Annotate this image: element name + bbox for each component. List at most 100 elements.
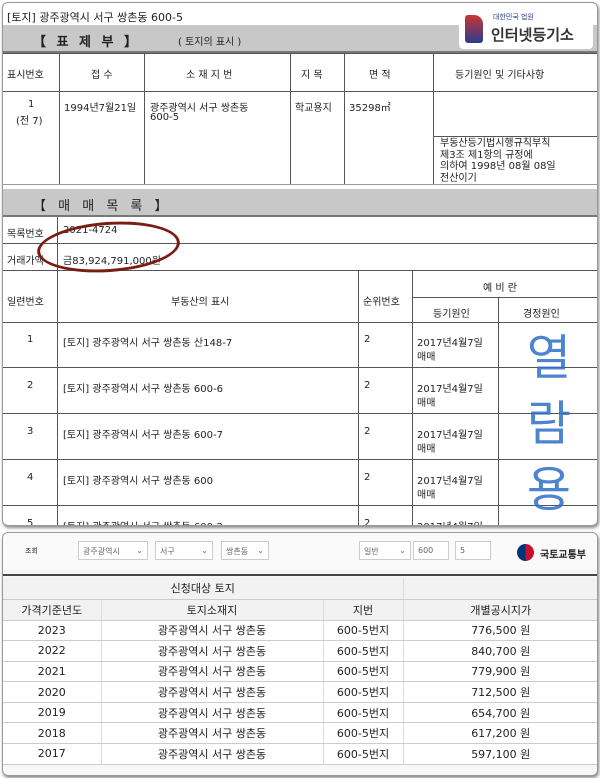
land-type-value: 일반: [364, 547, 379, 556]
land-price-row: 2017 광주광역시 서구 쌍촌동 600-5번지 597,100 원: [3, 743, 597, 765]
location-cell: 광주광역시 서구 쌍촌동: [101, 640, 324, 662]
land-type-select[interactable]: 일반 ⌄: [359, 541, 411, 560]
group-header: 신청대상 토지: [3, 578, 404, 600]
trade-price: 금83,924,791,000원: [63, 256, 161, 267]
remarks-line: 의하여 1998년 08월 08일: [440, 161, 556, 172]
header-rank: 순위번호: [363, 297, 400, 308]
registration-cause: 매매: [417, 398, 436, 409]
district-select[interactable]: 서구 ⌄: [155, 541, 213, 560]
registration-date: 2017년4월7일: [417, 518, 483, 525]
location-cell: 광주광역시 서구 쌍촌동: [101, 661, 324, 683]
register-document: [토지] 광주광역시 서구 쌍촌동 600-5 【 표 제 부 】 ( 토지의 …: [2, 2, 598, 526]
chevron-down-icon: ⌄: [257, 546, 264, 555]
chevron-down-icon: ⌄: [399, 546, 406, 555]
main-no-input[interactable]: 600: [413, 541, 449, 560]
rank-no: 2: [364, 334, 371, 345]
location-cell: 광주광역시 서구 쌍촌동: [101, 722, 324, 745]
registration-date: 2017년4월7일: [417, 476, 483, 487]
location-cell: 광주광역시 서구 쌍촌동: [101, 681, 324, 703]
registration-cause: 매매: [417, 444, 436, 455]
serial-no: 2: [27, 380, 34, 391]
header-display-no: 표시번호: [7, 70, 44, 81]
land-price-row: 2020 광주광역시 서구 쌍촌동 600-5번지 712,500 원: [3, 681, 597, 703]
lot-no-cell: 600-5번지: [323, 681, 404, 703]
header-location: 토지소재지: [101, 599, 324, 621]
sale-list-row: 3 [토지] 광주광역시 서구 쌍촌동 600-7 2 2017년4월7일 매매: [3, 414, 597, 460]
lot-no-cell: 600-5번지: [323, 661, 404, 683]
rank-no: 2: [364, 472, 371, 483]
city-select[interactable]: 광주광역시 ⌄: [78, 541, 148, 560]
ministry-name: 국토교통부: [540, 550, 586, 561]
remarks-text: 부동산등기법시행규칙부칙 제3조 제1항의 규정에 의하여 1998년 08월 …: [440, 138, 556, 184]
district-value: 서구: [160, 547, 175, 556]
lot-no-cell: 600-5번지: [323, 640, 404, 662]
rank-no: 2: [364, 380, 371, 391]
land-price-row: 2019 광주광역시 서구 쌍촌동 600-5번지 654,700 원: [3, 702, 597, 724]
official-price-cell: 776,500 원: [403, 620, 597, 642]
official-price-cell: 712,500 원: [403, 681, 597, 703]
year-cell: 2017: [3, 743, 102, 765]
remarks-line: 부동산등기법시행규칙부칙: [440, 138, 551, 149]
location-line-1: 광주광역시 서구 쌍촌동: [150, 103, 249, 114]
year-cell: 2021: [3, 661, 102, 683]
registration-date: 2017년4월7일: [417, 430, 483, 441]
logo-title: 인터넷등기소: [491, 26, 574, 44]
display-no-sub: (전 7): [16, 116, 43, 127]
government-emblem-icon: [517, 544, 534, 561]
header-year: 가격기준년도: [3, 599, 102, 621]
header-cause: 등기원인: [433, 309, 470, 320]
dong-select[interactable]: 쌍촌동 ⌄: [221, 541, 269, 560]
document-title: [토지] 광주광역시 서구 쌍촌동 600-5: [7, 11, 183, 24]
header-price: 개별공시지가: [403, 599, 597, 621]
price-label: 거래가액: [7, 256, 44, 267]
sale-list-band: 【 매 매 목 록 】: [3, 189, 597, 217]
land-category: 학교용지: [295, 103, 332, 114]
registration-date: 2017년4월7일: [417, 384, 483, 395]
header-location: 소 재 지 번: [186, 70, 233, 81]
serial-no: 5: [27, 518, 34, 526]
sale-list-row: 1 [토지] 광주광역시 서구 쌍촌동 산148-7 2 2017년4월7일 매…: [3, 322, 597, 368]
section-subtitle: ( 토지의 표시 ): [178, 37, 242, 48]
rank-no: 2: [364, 426, 371, 437]
header-remarks: 등기원인 및 기타사항: [455, 70, 545, 81]
land-price-row: 2022 광주광역시 서구 쌍촌동 600-5번지 840,700 원: [3, 640, 597, 662]
property-description: [토지] 광주광역시 서구 쌍촌동 산148-7: [63, 338, 233, 349]
display-no: 1: [28, 99, 35, 110]
year-cell: 2020: [3, 681, 102, 703]
watermark-viewing-only: 열 람 용: [526, 330, 572, 518]
blank-header: [403, 578, 597, 600]
official-price-cell: 840,700 원: [403, 640, 597, 662]
sale-list-row: 4 [토지] 광주광역시 서구 쌍촌동 600 2 2017년4월7일 매매: [3, 460, 597, 506]
lot-no-cell: 600-5번지: [323, 722, 404, 745]
filter-label: 조회: [25, 547, 38, 555]
registration-cause: 매매: [417, 352, 436, 363]
chevron-down-icon: ⌄: [136, 546, 143, 555]
year-cell: 2023: [3, 620, 102, 642]
land-price-table: 신청대상 토지 가격기준년도 토지소재지 지번 개별공시지가 2023 광주광역시…: [3, 578, 597, 765]
court-emblem-icon: [465, 15, 483, 43]
lot-no-cell: 600-5번지: [323, 702, 404, 724]
serial-no: 3: [27, 426, 34, 437]
serial-no: 4: [27, 472, 34, 483]
list-no-label: 목록번호: [7, 229, 44, 240]
year-cell: 2018: [3, 722, 102, 745]
serial-no: 1: [27, 334, 34, 345]
remarks-line: 전산이기: [440, 172, 477, 184]
list-no: 2021-4724: [63, 225, 118, 236]
official-price-cell: 654,700 원: [403, 702, 597, 724]
land-price-panel: 조회 광주광역시 ⌄ 서구 ⌄ 쌍촌동 ⌄ 일반 ⌄ 600 5 국토교통부 신청대상 …: [2, 532, 598, 776]
official-price-cell: 597,100 원: [403, 743, 597, 765]
city-value: 광주광역시: [83, 547, 120, 556]
official-price-cell: 617,200 원: [403, 722, 597, 745]
land-area: 35298㎡: [349, 103, 391, 114]
header-received: 접 수: [91, 70, 113, 81]
lot-no-cell: 600-5번지: [323, 743, 404, 765]
sale-list-row: 5 [토지] 광주광역시 서구 쌍촌동 600-2 2 2017년4월7일 매매: [3, 506, 597, 526]
sale-list-title: 【 매 매 목 록 】: [33, 199, 172, 214]
property-description: [토지] 광주광역시 서구 쌍촌동 600-6: [63, 384, 223, 395]
sub-no-input[interactable]: 5: [455, 541, 491, 560]
registration-date: 2017년4월7일: [417, 338, 483, 349]
registration-cause: 매매: [417, 490, 436, 501]
location-line-2: 600-5: [150, 112, 180, 123]
property-description: [토지] 광주광역시 서구 쌍촌동 600-7: [63, 430, 223, 441]
